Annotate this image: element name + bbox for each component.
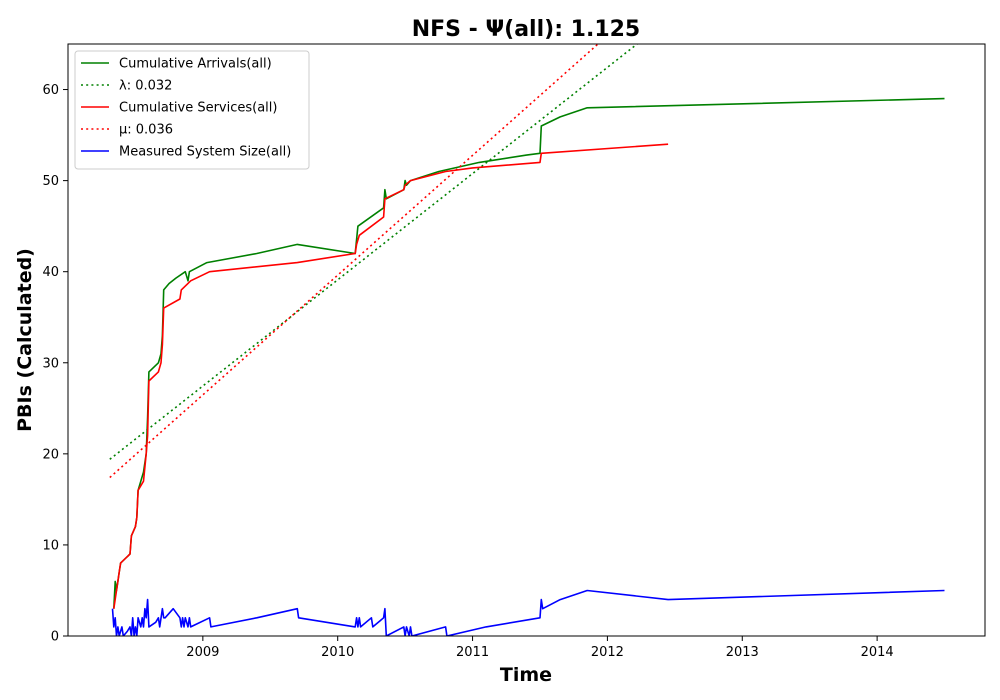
x-axis-label: Time: [500, 664, 552, 686]
legend-box: [74, 50, 310, 170]
y-tick-label: 60: [42, 83, 59, 98]
plot-frame: [67, 43, 986, 637]
legend: Cumulative Arrivals(all) λ: 0.032 Cumulati…: [74, 50, 310, 170]
x-tick-label: 2011: [456, 645, 489, 660]
y-axis: 0 10 20 30 40 50 60: [42, 83, 68, 645]
x-axis: 2009 2010 2011 2012 2013 2014: [186, 636, 894, 660]
y-tick-label: 40: [42, 265, 59, 280]
y-tick-label: 0: [51, 630, 59, 645]
y-tick-label: 10: [42, 538, 59, 553]
y-tick-label: 50: [42, 174, 59, 189]
x-tick-label: 2014: [861, 645, 894, 660]
x-tick-label: 2012: [591, 645, 624, 660]
chart-title: NFS - Ψ(all): 1.125: [412, 17, 641, 42]
series-layer: [109, 44, 945, 636]
series-line-3: [113, 143, 669, 609]
x-tick-label: 2009: [186, 645, 219, 660]
series-line-1: [113, 97, 945, 609]
legend-label: λ: 0.032: [119, 79, 172, 94]
series-line-5: [111, 589, 945, 636]
y-tick-label: 30: [42, 356, 59, 371]
legend-label: Cumulative Services(all): [119, 101, 277, 116]
legend-label: Measured System Size(all): [119, 145, 291, 160]
y-tick-label: 20: [42, 447, 59, 462]
legend-label: Cumulative Arrivals(all): [119, 57, 272, 72]
x-tick-label: 2010: [321, 645, 354, 660]
y-axis-label: PBIs (Calculated): [14, 248, 36, 432]
legend-label: μ: 0.036: [119, 123, 173, 138]
x-tick-label: 2013: [726, 645, 759, 660]
